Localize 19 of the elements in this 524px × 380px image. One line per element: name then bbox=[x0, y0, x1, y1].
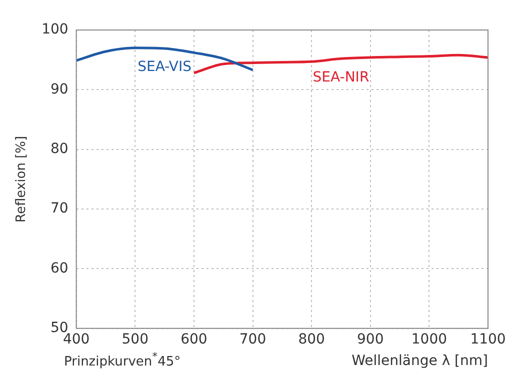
x-tick-label: 800 bbox=[298, 331, 325, 348]
x-tick-label: 1100 bbox=[470, 331, 506, 348]
x-tick-label: 700 bbox=[239, 331, 266, 348]
text: Prinzipkurven$^{*}$45° bbox=[64, 350, 181, 370]
y-tick-label: 60 bbox=[50, 260, 68, 276]
y-axis-title: Reflexion [%] bbox=[14, 136, 30, 222]
x-tick-label: 400 bbox=[62, 331, 90, 348]
x-axis-title: Wellenlänge λ [nm] bbox=[352, 353, 488, 370]
line-series bbox=[76, 46, 254, 72]
series-label: SEA-NIR bbox=[312, 69, 370, 86]
x-tick-label: 500 bbox=[122, 331, 148, 348]
y-tick-label: 100 bbox=[42, 22, 68, 38]
series-label: SEA-VIS bbox=[138, 59, 192, 76]
y-tick-label: 80 bbox=[50, 141, 68, 157]
x-tick-label: 600 bbox=[180, 331, 208, 348]
x-tick-label: 900 bbox=[357, 331, 384, 348]
x-tick-label: 1000 bbox=[411, 331, 448, 348]
y-tick-label: 70 bbox=[50, 200, 68, 217]
y-tick-label: 90 bbox=[50, 81, 68, 98]
